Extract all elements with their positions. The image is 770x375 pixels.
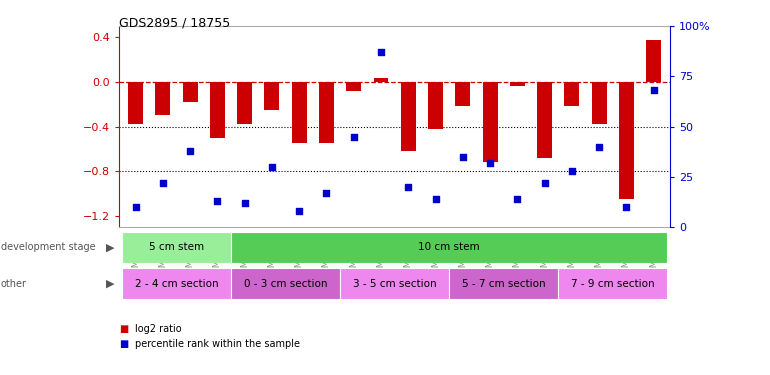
Bar [646, 40, 661, 82]
Bar [129, 82, 143, 124]
Text: 7 - 9 cm section: 7 - 9 cm section [571, 279, 654, 289]
Text: development stage: development stage [1, 242, 95, 252]
Point [511, 196, 524, 202]
Bar [591, 82, 607, 124]
Bar [619, 82, 634, 199]
Bar [564, 82, 579, 106]
Text: 2 - 4 cm section: 2 - 4 cm section [135, 279, 219, 289]
Bar [319, 82, 334, 143]
Text: GDS2895 / 18755: GDS2895 / 18755 [119, 17, 230, 30]
Text: ▶: ▶ [105, 279, 114, 289]
Point [184, 148, 196, 154]
Bar [346, 82, 361, 91]
Point [320, 190, 333, 196]
Point [430, 196, 442, 202]
Point [593, 144, 605, 150]
Bar [537, 82, 552, 158]
Bar [340, 268, 449, 299]
Point [211, 198, 223, 204]
Bar [231, 232, 667, 262]
Bar [264, 82, 280, 110]
Point [457, 154, 469, 160]
Bar [182, 82, 198, 102]
Point [402, 184, 414, 190]
Point [538, 180, 551, 186]
Point [129, 204, 142, 210]
Text: ■: ■ [119, 339, 129, 349]
Bar [510, 82, 525, 86]
Bar [156, 82, 170, 116]
Point [566, 168, 578, 174]
Text: 5 - 7 cm section: 5 - 7 cm section [462, 279, 545, 289]
Text: ▶: ▶ [105, 242, 114, 252]
Bar [428, 82, 443, 129]
Point [293, 208, 306, 214]
Point [375, 50, 387, 55]
Bar [449, 268, 558, 299]
Point [239, 200, 251, 206]
Bar [210, 82, 225, 138]
Bar [373, 78, 389, 82]
Point [266, 164, 278, 170]
Text: log2 ratio: log2 ratio [135, 324, 182, 334]
Text: 10 cm stem: 10 cm stem [418, 242, 480, 252]
Text: 5 cm stem: 5 cm stem [149, 242, 204, 252]
Bar [122, 268, 231, 299]
Point [347, 134, 360, 140]
Point [157, 180, 169, 186]
Bar [231, 268, 340, 299]
Text: other: other [1, 279, 27, 289]
Bar [400, 82, 416, 151]
Bar [483, 82, 497, 162]
Bar [292, 82, 306, 143]
Text: ■: ■ [119, 324, 129, 334]
Point [484, 160, 496, 166]
Text: 0 - 3 cm section: 0 - 3 cm section [244, 279, 327, 289]
Text: percentile rank within the sample: percentile rank within the sample [135, 339, 300, 349]
Point [648, 87, 660, 93]
Bar [558, 268, 667, 299]
Bar [455, 82, 470, 106]
Text: 3 - 5 cm section: 3 - 5 cm section [353, 279, 437, 289]
Point [620, 204, 632, 210]
Bar [237, 82, 253, 124]
Bar [122, 232, 231, 262]
